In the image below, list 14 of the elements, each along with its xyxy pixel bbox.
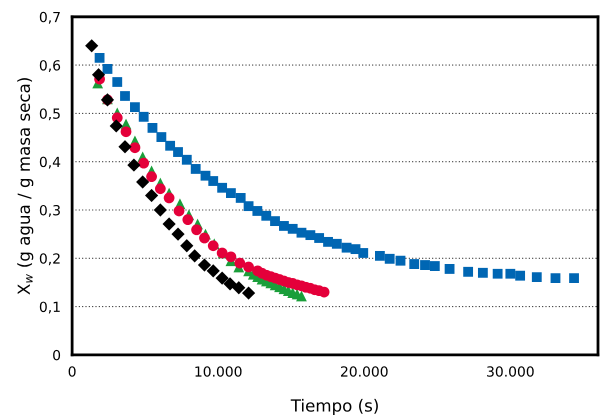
x-tick-label: 20.000 <box>340 366 388 377</box>
x-axis-title: Tiempo (s) <box>290 398 378 416</box>
x-tick-label: 0 <box>68 366 76 377</box>
y-tick-label: 0,5 <box>40 108 60 120</box>
x-tick-label: 10.000 <box>195 366 242 377</box>
y-tick-label: 0,1 <box>40 302 60 314</box>
x-tick-label: 30.000 <box>487 366 534 377</box>
y-axis-title: X$_{w}$ (g agua / g masa seca) <box>17 78 34 295</box>
y-tick-label: 0 <box>53 350 60 360</box>
y-tick-label: 0,2 <box>40 253 60 266</box>
y-tick-label: 0,7 <box>40 12 60 24</box>
y-tick-label: 0,4 <box>40 156 60 169</box>
y-tick-label: 0,6 <box>40 60 60 72</box>
y-tick-label: 0,3 <box>40 204 60 217</box>
